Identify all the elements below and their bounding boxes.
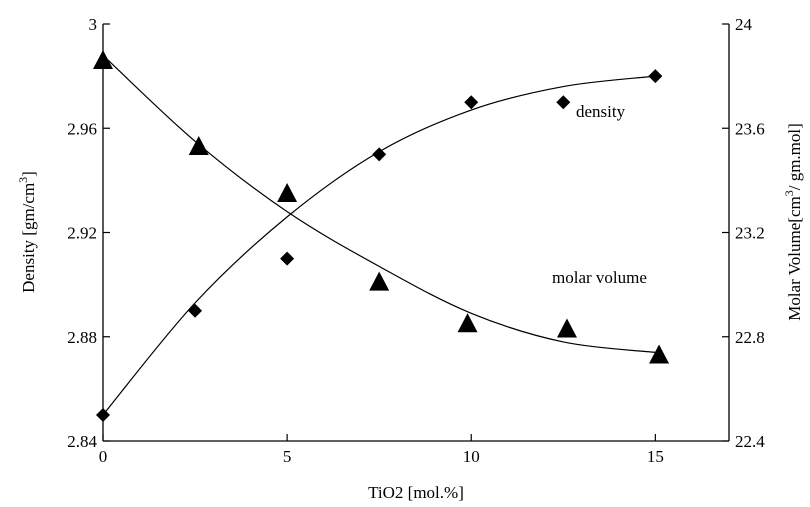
left-y-axis-title-tail: ] (19, 171, 38, 177)
fit-curves (102, 54, 656, 416)
density-point (188, 303, 203, 318)
x-tick-label: 15 (647, 447, 664, 466)
molar-volume-point (188, 136, 209, 156)
molar-volume-point (277, 182, 298, 202)
x-ticks: 0 5 10 15 (99, 434, 664, 466)
molar-volume-point (556, 318, 577, 338)
density-fit-curve (102, 75, 656, 416)
density-point (556, 95, 571, 110)
x-axis-title: TiO2 [mol.%] (368, 483, 464, 502)
left-y-axis-title: Density [gm/cm3] (16, 171, 38, 293)
density-point (96, 407, 110, 422)
molar-volume-annotation: molar volume (552, 268, 647, 287)
axes-frame (102, 24, 730, 442)
density-point (648, 69, 663, 84)
x-tick-label: 5 (283, 447, 292, 466)
x-tick-label: 10 (463, 447, 480, 466)
density-point (464, 95, 479, 110)
left-y-tick-label: 2.92 (67, 224, 97, 243)
left-y-axis-title-sup: 3 (16, 177, 30, 183)
right-y-ticks: 22.4 22.8 23.2 23.6 24 (722, 15, 765, 451)
molar-volume-point (457, 313, 478, 333)
molar-volume-point (93, 50, 113, 70)
right-y-axis-title-text: Molar Volume[cm (785, 196, 804, 321)
left-y-tick-label: 2.96 (67, 119, 97, 138)
density-point (280, 251, 295, 266)
molar-volume-point (369, 271, 390, 291)
left-y-axis-title-text: Density [gm/cm (19, 183, 38, 293)
left-y-tick-label: 2.84 (67, 432, 97, 451)
molar-volume-fit-curve (102, 54, 656, 353)
right-y-tick-label: 22.4 (735, 432, 765, 451)
right-y-tick-label: 24 (735, 15, 753, 34)
left-y-tick-label: 3 (89, 15, 98, 34)
left-y-tick-label: 2.88 (67, 328, 97, 347)
right-y-tick-label: 23.2 (735, 224, 765, 243)
molar-volume-point (649, 344, 670, 364)
density-annotation: density (576, 102, 626, 121)
right-y-tick-label: 23.6 (735, 119, 765, 138)
right-y-axis-title-sup: 3 (782, 190, 796, 196)
right-y-tick-label: 22.8 (735, 328, 765, 347)
right-y-axis-title-tail: / gm.mol] (785, 123, 804, 190)
density-point (372, 147, 387, 162)
right-y-axis-title: Molar Volume[cm3/ gm.mol] (782, 123, 804, 321)
data-points (93, 50, 670, 422)
left-y-ticks: 2.84 2.88 2.92 2.96 3 (67, 15, 110, 451)
x-tick-label: 0 (99, 447, 108, 466)
